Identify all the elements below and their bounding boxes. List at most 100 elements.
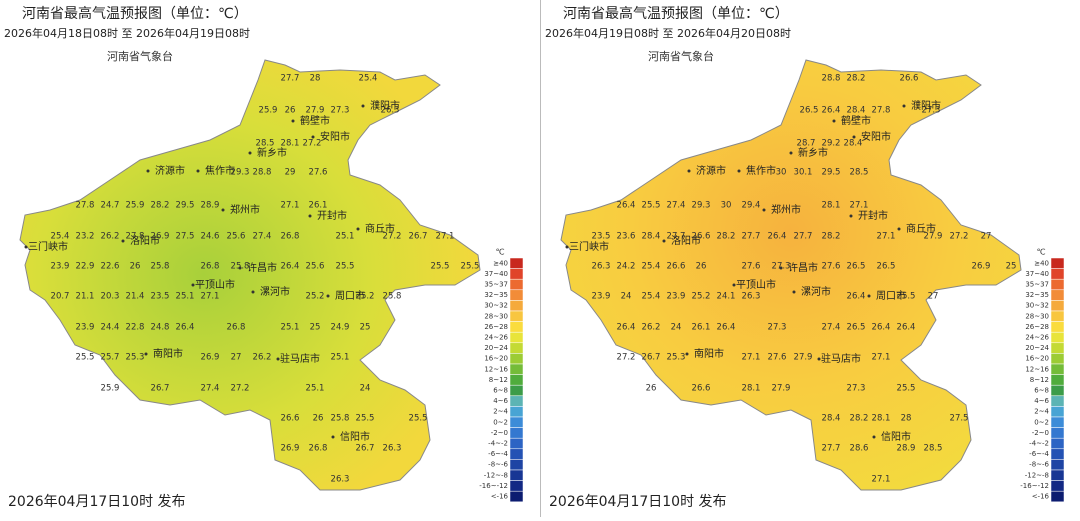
- station-value: 26.2: [642, 323, 661, 333]
- station-value: 28.6: [850, 444, 869, 454]
- station-value: 27: [928, 292, 939, 302]
- station-value: 25.5: [356, 414, 375, 424]
- city-dot: [817, 357, 821, 361]
- station-value: 25.8: [331, 414, 350, 424]
- legend-label: 16~20: [484, 355, 508, 363]
- station-value: 26.8: [281, 232, 300, 242]
- legend-swatch: [1050, 480, 1065, 492]
- station-value: 20.7: [51, 292, 70, 302]
- legend-swatch: [509, 278, 524, 291]
- station-value: 25.3: [126, 353, 145, 363]
- legend-swatch: [1050, 469, 1065, 481]
- city-label: 开封市: [858, 209, 888, 222]
- station-value: 24.4: [101, 323, 120, 333]
- station-value: 27.4: [253, 232, 272, 242]
- legend-label: ≥40: [493, 259, 508, 267]
- legend-label: -16~-12: [479, 482, 508, 490]
- station-value: 23.6: [617, 232, 636, 242]
- station-value: 22.6: [101, 262, 120, 272]
- city-label: 三门峡市: [569, 240, 609, 253]
- legend-label: 12~16: [484, 365, 508, 373]
- station-value: 26.3: [383, 444, 402, 454]
- legend-label: 28~30: [484, 312, 508, 320]
- station-value: 21.1: [76, 292, 95, 302]
- station-value: 27.1: [850, 201, 869, 211]
- legend-label: 8~12: [489, 376, 508, 384]
- panel: 河南省最高气温预报图（单位：℃） 2026年04月18日08时 至 2026年04…: [4, 5, 524, 510]
- legend-swatch: [509, 395, 524, 407]
- station-value: 27.4: [667, 201, 686, 211]
- station-value: 26.2: [101, 232, 120, 242]
- station-value: 27.8: [126, 232, 145, 242]
- station-value: 26.7: [642, 353, 661, 363]
- station-value: 29.5: [822, 168, 841, 178]
- legend-label: 37~40: [484, 270, 508, 278]
- city-dot: [221, 208, 225, 212]
- station-value: 25.2: [356, 292, 375, 302]
- legend-swatch: [509, 490, 524, 503]
- station-value: 25.4: [51, 232, 70, 242]
- legend-swatch: [1050, 459, 1065, 471]
- legend-label: 20~24: [1025, 344, 1049, 352]
- legend-label: -4~-2: [1029, 440, 1049, 448]
- station-value: 27.7: [822, 444, 841, 454]
- legend-swatch: [509, 374, 524, 386]
- station-value: 27.2: [617, 353, 636, 363]
- station-value: 27.1: [742, 353, 761, 363]
- legend-label: 6~8: [493, 387, 508, 395]
- station-value: 27.1: [872, 353, 891, 363]
- station-value: 25.5: [431, 262, 450, 272]
- legend-swatch: [1050, 278, 1065, 291]
- station-value: 23.9: [51, 262, 70, 272]
- legend-swatch: [1050, 384, 1065, 397]
- legend-label: 2~4: [1034, 408, 1049, 416]
- legend-label: 8~12: [1030, 376, 1049, 384]
- legend-label: <-16: [1032, 493, 1050, 501]
- station-value: 27: [231, 353, 242, 363]
- city-dot: [146, 169, 150, 173]
- station-value: 26.5: [877, 262, 896, 272]
- station-value: 27.2: [950, 232, 969, 242]
- city-label: 平顶山市: [736, 278, 776, 291]
- station-value: 25.1: [336, 232, 355, 242]
- station-value: 23.5: [151, 292, 170, 302]
- station-value: 25.5: [76, 353, 95, 363]
- station-value: 29.3: [231, 168, 250, 178]
- station-value: 29.2: [822, 139, 841, 149]
- city-label: 驻马店市: [280, 352, 320, 365]
- legend-swatch: [509, 448, 524, 460]
- station-value: 26.1: [692, 323, 711, 333]
- station-value: 25.1: [281, 323, 300, 333]
- legend-swatch: [509, 427, 524, 439]
- station-value: 27.7: [667, 232, 686, 242]
- legend-swatch: [1050, 448, 1065, 460]
- city-dot: [196, 169, 200, 173]
- station-value: 26.9: [972, 262, 991, 272]
- station-value: 25.2: [306, 292, 325, 302]
- legend-label: 4~6: [493, 397, 508, 405]
- legend-swatch: [1050, 300, 1065, 312]
- station-value: 24.7: [101, 201, 120, 211]
- legend-swatch: [1050, 406, 1065, 418]
- legend-swatch: [509, 342, 524, 354]
- legend-swatch: [509, 331, 524, 344]
- legend-swatch: [509, 321, 524, 333]
- legend-swatch: [1050, 310, 1065, 322]
- station-value: 27.6: [768, 353, 787, 363]
- station-value: 28.2: [822, 232, 841, 242]
- city-label: 鹤壁市: [300, 114, 330, 127]
- station-value: 26.5: [847, 262, 866, 272]
- city-label: 南阳市: [153, 347, 183, 360]
- legend-swatch: [1050, 342, 1065, 354]
- legend-swatch: [509, 353, 524, 365]
- city-dot: [872, 435, 876, 439]
- city-label: 濮阳市: [911, 99, 941, 112]
- city-dot: [356, 227, 360, 231]
- station-value: 25.5: [461, 262, 480, 272]
- station-value: 26.4: [897, 323, 916, 333]
- station-value: 27.2: [231, 384, 250, 394]
- station-value: 26.6: [281, 414, 300, 424]
- city-label: 开封市: [317, 209, 347, 222]
- legend-label: ≥40: [1034, 259, 1049, 267]
